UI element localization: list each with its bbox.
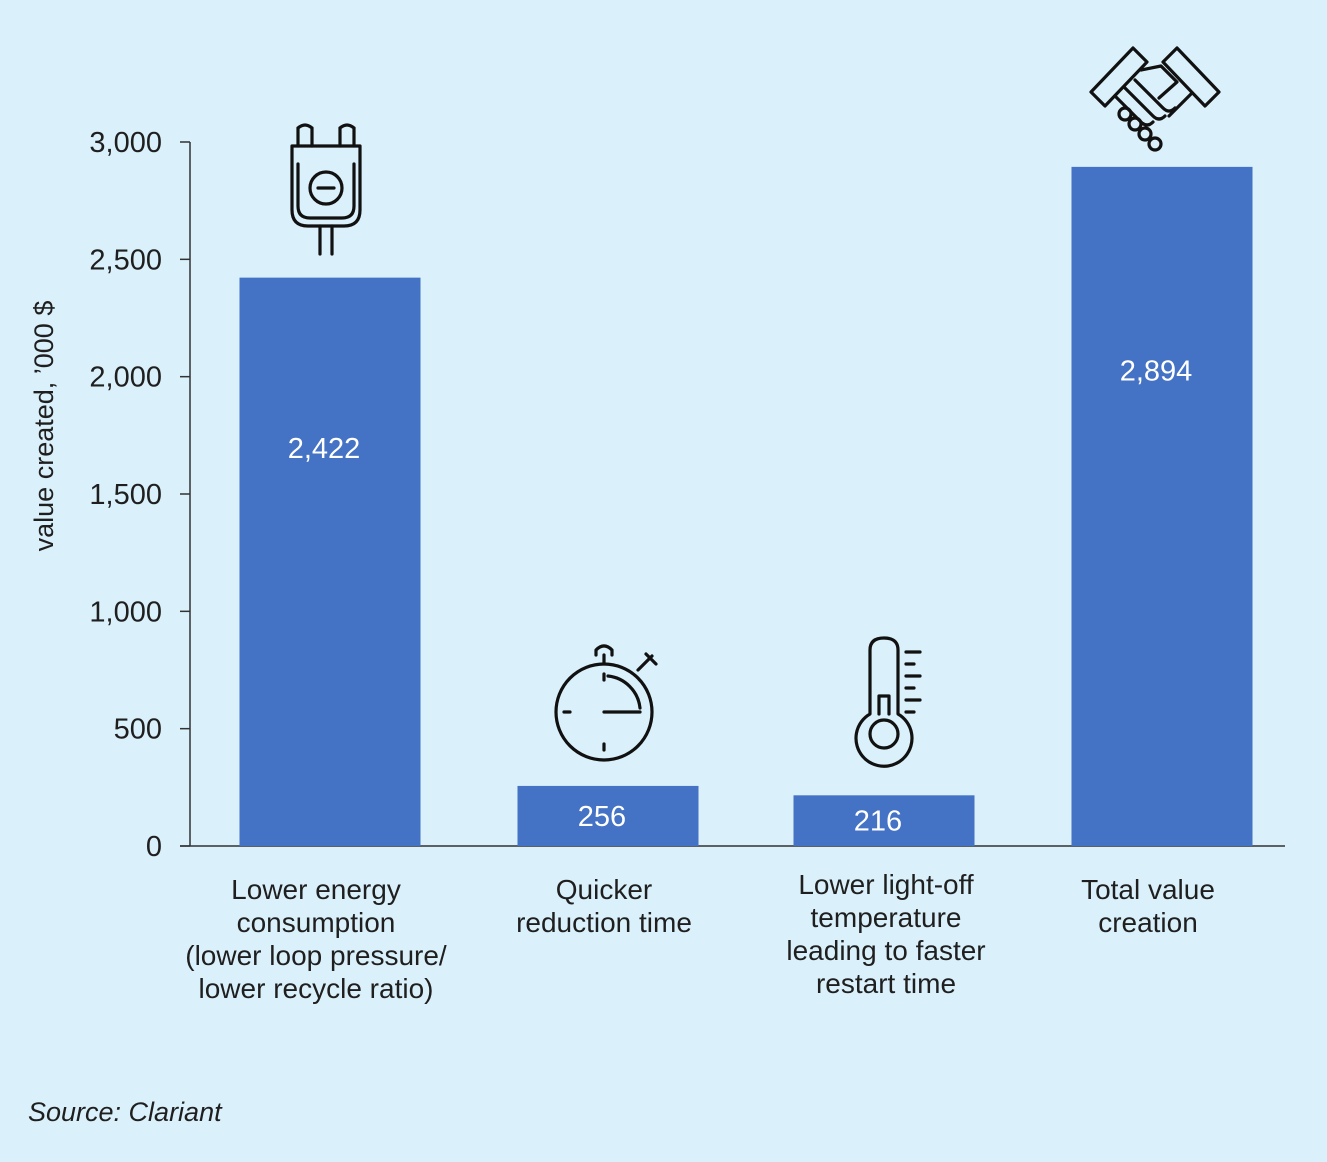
bar bbox=[793, 795, 975, 846]
data-label: 216 bbox=[854, 806, 902, 838]
category-label: Quicker bbox=[556, 874, 652, 905]
category-label: consumption bbox=[237, 907, 396, 938]
category-label: leading to faster bbox=[786, 935, 985, 966]
data-label: 2,894 bbox=[1120, 356, 1193, 388]
plug-icon bbox=[290, 123, 362, 256]
bar bbox=[1071, 166, 1253, 847]
category-label: (lower loop pressure/ bbox=[185, 940, 447, 971]
thermometer-icon bbox=[854, 636, 922, 768]
bar bbox=[239, 277, 421, 846]
category-label: reduction time bbox=[516, 907, 692, 938]
y-tick-label: 2,000 bbox=[89, 362, 162, 394]
stopwatch-icon bbox=[554, 644, 658, 762]
y-axis-label: value created, ’000 $ bbox=[29, 301, 59, 552]
category-label: Lower energy bbox=[231, 874, 401, 905]
data-label: 2,422 bbox=[288, 433, 361, 465]
y-tick-label: 2,500 bbox=[89, 244, 162, 276]
category-label: Lower light-off bbox=[798, 869, 974, 900]
axes: 0 500 1,000 1,500 2,000 2,500 3,000 value creat… bbox=[29, 127, 1285, 863]
handshake-icon bbox=[1089, 46, 1221, 152]
category-label: creation bbox=[1098, 907, 1198, 938]
y-tick-label: 1,000 bbox=[89, 596, 162, 628]
y-tick-label: 1,500 bbox=[89, 479, 162, 511]
y-tick-label: 500 bbox=[114, 714, 162, 746]
category-label: restart time bbox=[816, 968, 956, 999]
category-label: Total value bbox=[1081, 874, 1215, 905]
icons bbox=[290, 46, 1221, 768]
y-tick-label: 0 bbox=[146, 831, 162, 863]
category-label: lower recycle ratio) bbox=[199, 973, 434, 1004]
data-label: 256 bbox=[578, 801, 626, 833]
source-note: Source: Clariant bbox=[28, 1097, 222, 1127]
bar bbox=[517, 785, 699, 846]
category-label: temperature bbox=[811, 902, 962, 933]
y-tick-label: 3,000 bbox=[89, 127, 162, 159]
bars bbox=[239, 166, 1253, 847]
